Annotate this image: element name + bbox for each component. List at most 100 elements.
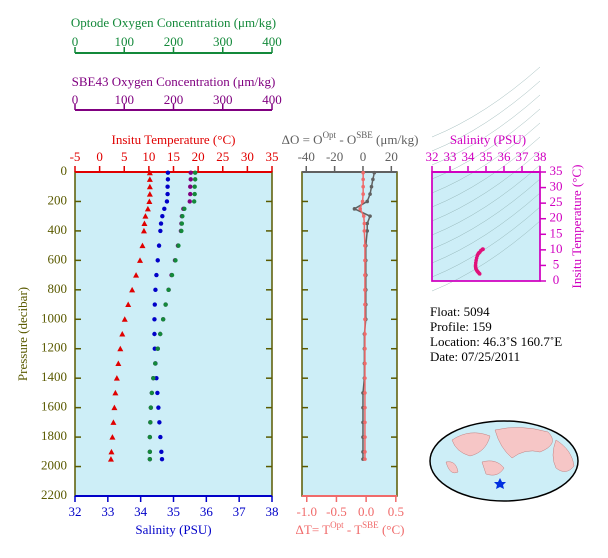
y-tick-label: 5 bbox=[553, 256, 560, 271]
continent bbox=[451, 432, 491, 457]
tick-label: 100 bbox=[115, 92, 135, 107]
data-point bbox=[153, 287, 158, 293]
data-point bbox=[117, 345, 124, 352]
info-line: Date: 07/25/2011 bbox=[430, 349, 520, 364]
data-point bbox=[363, 317, 367, 322]
data-point bbox=[361, 170, 365, 175]
axis-title-part: ΔO = O bbox=[282, 132, 323, 147]
data-point bbox=[352, 207, 357, 211]
world-map bbox=[429, 420, 579, 502]
data-point bbox=[152, 302, 157, 307]
data-point bbox=[368, 214, 372, 218]
data-point bbox=[372, 170, 377, 175]
data-point bbox=[361, 184, 365, 189]
data-point bbox=[192, 177, 198, 182]
data-point bbox=[362, 229, 367, 233]
data-point bbox=[110, 419, 117, 425]
axis-title-part: - O bbox=[336, 132, 356, 147]
tick-label: 36 bbox=[200, 504, 214, 519]
y-tick-label: 2000 bbox=[41, 458, 67, 473]
data-point bbox=[165, 177, 171, 182]
data-point bbox=[363, 420, 367, 425]
tick-label: 37 bbox=[516, 149, 530, 164]
y-tick-label: 2200 bbox=[41, 487, 67, 502]
info-line: Location: 46.3˚S 160.7˚E bbox=[430, 334, 562, 349]
tick-label: 300 bbox=[213, 34, 233, 49]
data-point bbox=[192, 184, 197, 189]
data-point bbox=[154, 375, 159, 381]
density-contour bbox=[431, 206, 541, 278]
axis-title-part: Opt bbox=[330, 520, 344, 530]
data-point bbox=[149, 390, 155, 396]
tick-label: 32 bbox=[426, 149, 439, 164]
data-point bbox=[165, 170, 171, 175]
data-point bbox=[144, 205, 151, 212]
tick-label: -0.5 bbox=[326, 504, 347, 519]
data-point bbox=[159, 449, 164, 455]
tick-label: 15 bbox=[167, 149, 180, 164]
data-point bbox=[146, 176, 153, 182]
data-point bbox=[164, 199, 170, 204]
data-point bbox=[160, 317, 166, 322]
data-point bbox=[158, 331, 163, 337]
data-point bbox=[109, 434, 116, 440]
data-point bbox=[154, 272, 159, 278]
tick-label: 100 bbox=[115, 34, 135, 49]
data-point bbox=[363, 435, 367, 439]
tick-label: 33 bbox=[444, 149, 457, 164]
tick-label: 20 bbox=[385, 149, 398, 164]
axis-title-part: SBE bbox=[356, 130, 373, 140]
density-contour bbox=[431, 108, 541, 180]
tick-label: -5 bbox=[70, 149, 81, 164]
axis-title-part: SBE bbox=[362, 520, 379, 530]
data-point bbox=[160, 213, 165, 219]
data-point bbox=[188, 170, 193, 175]
data-point bbox=[180, 213, 185, 219]
y-tick-label: 800 bbox=[48, 281, 68, 296]
data-point bbox=[182, 206, 187, 212]
data-point bbox=[363, 258, 367, 263]
data-point bbox=[129, 286, 136, 293]
data-point bbox=[363, 302, 367, 307]
density-contour bbox=[431, 150, 541, 222]
tick-label: 34 bbox=[462, 149, 476, 164]
tick-label: 37 bbox=[233, 504, 247, 519]
density-contour bbox=[431, 80, 541, 152]
density-contour bbox=[431, 178, 541, 250]
y-tick-label: 600 bbox=[48, 251, 68, 266]
tick-label: 10 bbox=[142, 149, 155, 164]
data-point bbox=[363, 288, 367, 292]
data-point bbox=[363, 376, 367, 380]
data-point bbox=[107, 456, 114, 462]
data-point bbox=[371, 177, 375, 182]
tick-label: 200 bbox=[164, 34, 184, 49]
y-tick-label: 30 bbox=[550, 179, 563, 194]
data-point bbox=[369, 184, 374, 189]
data-point bbox=[191, 199, 197, 204]
data-point bbox=[363, 450, 367, 454]
data-point bbox=[151, 375, 156, 381]
density-contour bbox=[431, 136, 541, 208]
tick-label: 25 bbox=[216, 149, 229, 164]
density-contour bbox=[431, 220, 541, 292]
data-point bbox=[152, 317, 157, 322]
y-tick-label: 1400 bbox=[41, 369, 67, 384]
y-tick-label: 1600 bbox=[41, 399, 67, 414]
tick-label: 32 bbox=[69, 504, 82, 519]
data-point bbox=[147, 449, 153, 455]
data-point bbox=[158, 434, 163, 440]
data-point bbox=[361, 192, 365, 196]
data-point bbox=[146, 198, 153, 204]
tick-label: 35 bbox=[480, 149, 493, 164]
data-point bbox=[363, 361, 367, 366]
tick-label: 38 bbox=[266, 504, 279, 519]
data-point bbox=[108, 448, 115, 455]
data-point bbox=[176, 243, 181, 248]
tick-label: 200 bbox=[164, 92, 184, 107]
density-contour bbox=[431, 192, 541, 264]
axis-title-part: (μm/kg) bbox=[373, 132, 419, 147]
info-line: Float: 5094 bbox=[430, 304, 490, 319]
data-point bbox=[192, 191, 197, 197]
data-point bbox=[146, 191, 153, 197]
data-point bbox=[152, 331, 157, 337]
